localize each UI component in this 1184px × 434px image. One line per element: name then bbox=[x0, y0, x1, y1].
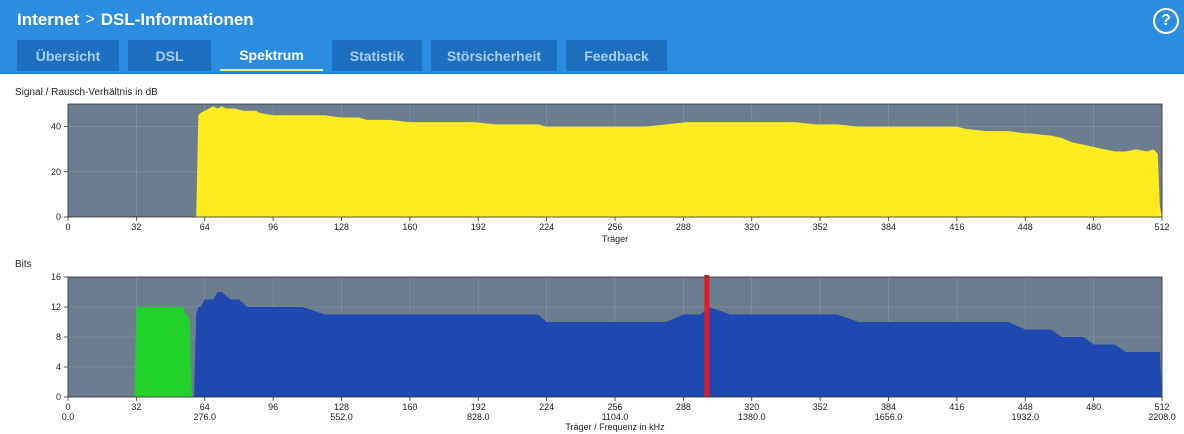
snr-chart-tick-label-y: 0 bbox=[56, 212, 61, 222]
snr-chart-tick-label-x: 512 bbox=[1154, 222, 1169, 232]
bits-chart-tick-label-frequency: 1104.0 bbox=[602, 412, 629, 422]
snr-chart-ylabel: Signal / Rausch-Verhältnis in dB bbox=[15, 87, 158, 98]
snr-chart-tick-label-x: 288 bbox=[676, 222, 691, 232]
tab-uebersicht[interactable]: Übersicht bbox=[17, 40, 119, 71]
tab-feedback[interactable]: Feedback bbox=[566, 40, 667, 71]
bits-chart-tick-label-x: 384 bbox=[881, 402, 896, 412]
bits-chart-tick-label-frequency: 0.0 bbox=[62, 412, 75, 422]
snr-chart-series-0 bbox=[196, 106, 1162, 217]
snr-chart-tick-label-x: 352 bbox=[813, 222, 828, 232]
bits-chart-tick-label-x: 32 bbox=[131, 402, 141, 412]
bits-chart-tick-label-x: 192 bbox=[471, 402, 486, 412]
breadcrumb-dsl-informationen: DSL-Informationen bbox=[100, 10, 254, 29]
bits-chart-tick-label-y: 12 bbox=[51, 302, 61, 312]
bits-chart-tick-label-x: 96 bbox=[268, 402, 278, 412]
bits-chart-tick-label-x: 224 bbox=[539, 402, 554, 412]
bits-chart-tick-label-frequency: 1380.0 bbox=[738, 412, 766, 422]
bits-chart-tick-label-x: 64 bbox=[200, 402, 210, 412]
snr-chart-tick-label-x: 448 bbox=[1018, 222, 1033, 232]
snr-chart-tick-label-x: 64 bbox=[200, 222, 210, 232]
bits-chart-tick-label-frequency: 1656.0 bbox=[875, 412, 903, 422]
bits-chart-xlabel: Träger / Frequenz in kHz bbox=[565, 422, 665, 432]
snr-chart-tick-label-x: 32 bbox=[131, 222, 141, 232]
bits-chart-tick-label-x: 288 bbox=[676, 402, 691, 412]
tab-spektrum[interactable]: Spektrum bbox=[220, 40, 323, 71]
tab-statistik[interactable]: Statistik bbox=[332, 40, 422, 71]
snr-chart-tick-label-x: 224 bbox=[539, 222, 554, 232]
bits-chart-tick-label-frequency: 2208.0 bbox=[1148, 412, 1176, 422]
bits-chart-tick-label-y: 4 bbox=[56, 362, 61, 372]
bits-chart-tick-label-x: 416 bbox=[949, 402, 964, 412]
snr-chart: 0 32 64 96 128 160 192 224 256 288 320 352 384 416 448… bbox=[51, 103, 1170, 244]
bits-chart-tick-label-frequency: 552.0 bbox=[330, 412, 353, 422]
breadcrumb-internet[interactable]: Internet bbox=[17, 10, 80, 29]
bits-chart-tick-label-y: 16 bbox=[51, 272, 61, 282]
tab-bar: Übersicht DSL Spektrum Statistik Störsic… bbox=[17, 40, 676, 71]
bits-chart-marker-line bbox=[704, 275, 710, 397]
tab-stoersicherheit[interactable]: Störsicherheit bbox=[431, 40, 557, 71]
tab-dsl[interactable]: DSL bbox=[128, 40, 211, 71]
bits-chart-tick-label-x: 480 bbox=[1086, 402, 1101, 412]
bits-chart-tick-label-x: 320 bbox=[744, 402, 759, 412]
snr-chart-tick-label-y: 40 bbox=[51, 122, 61, 132]
bits-chart-series-1 bbox=[194, 292, 1162, 397]
bits-chart: 0 32 64 96 128 160 192 224 256 288 320 352 384 416 448… bbox=[51, 272, 1176, 432]
bits-chart-tick-label-x: 160 bbox=[402, 402, 417, 412]
bits-chart-tick-label-x: 448 bbox=[1018, 402, 1033, 412]
bits-chart-tick-label-x: 512 bbox=[1154, 402, 1169, 412]
snr-chart-tick-label-x: 128 bbox=[334, 222, 349, 232]
help-icon[interactable]: ? bbox=[1153, 8, 1179, 34]
breadcrumb-separator-icon: > bbox=[85, 11, 95, 28]
snr-chart-tick-label-x: 96 bbox=[268, 222, 278, 232]
snr-chart-tick-label-x: 416 bbox=[949, 222, 964, 232]
bits-chart-tick-label-x: 0 bbox=[65, 402, 70, 412]
bits-chart-tick-label-frequency: 1932.0 bbox=[1011, 412, 1039, 422]
bits-chart-tick-label-x: 352 bbox=[813, 402, 828, 412]
bits-chart-tick-label-frequency: 828.0 bbox=[467, 412, 490, 422]
snr-chart-tick-label-x: 256 bbox=[607, 222, 622, 232]
snr-chart-tick-label-x: 192 bbox=[471, 222, 486, 232]
bits-chart-tick-label-frequency: 276.0 bbox=[193, 412, 216, 422]
bits-chart-tick-label-y: 0 bbox=[56, 392, 61, 402]
header-bar: Internet > DSL-Informationen ? Übersicht… bbox=[0, 0, 1184, 74]
bits-chart-tick-label-x: 256 bbox=[607, 402, 622, 412]
bits-chart-tick-label-x: 128 bbox=[334, 402, 349, 412]
bits-chart-tick-label-y: 8 bbox=[56, 332, 61, 342]
snr-chart-tick-label-x: 160 bbox=[402, 222, 417, 232]
snr-chart-tick-label-x: 480 bbox=[1086, 222, 1101, 232]
snr-chart-tick-label-x: 320 bbox=[744, 222, 759, 232]
breadcrumb: Internet > DSL-Informationen bbox=[17, 10, 254, 30]
snr-chart-tick-label-y: 20 bbox=[51, 167, 61, 177]
snr-chart-tick-label-x: 384 bbox=[881, 222, 896, 232]
bits-chart-ylabel: Bits bbox=[15, 259, 32, 270]
snr-chart-xlabel: Träger bbox=[602, 234, 628, 244]
snr-chart-tick-label-x: 0 bbox=[65, 222, 70, 232]
bits-chart-series-0 bbox=[134, 307, 192, 397]
